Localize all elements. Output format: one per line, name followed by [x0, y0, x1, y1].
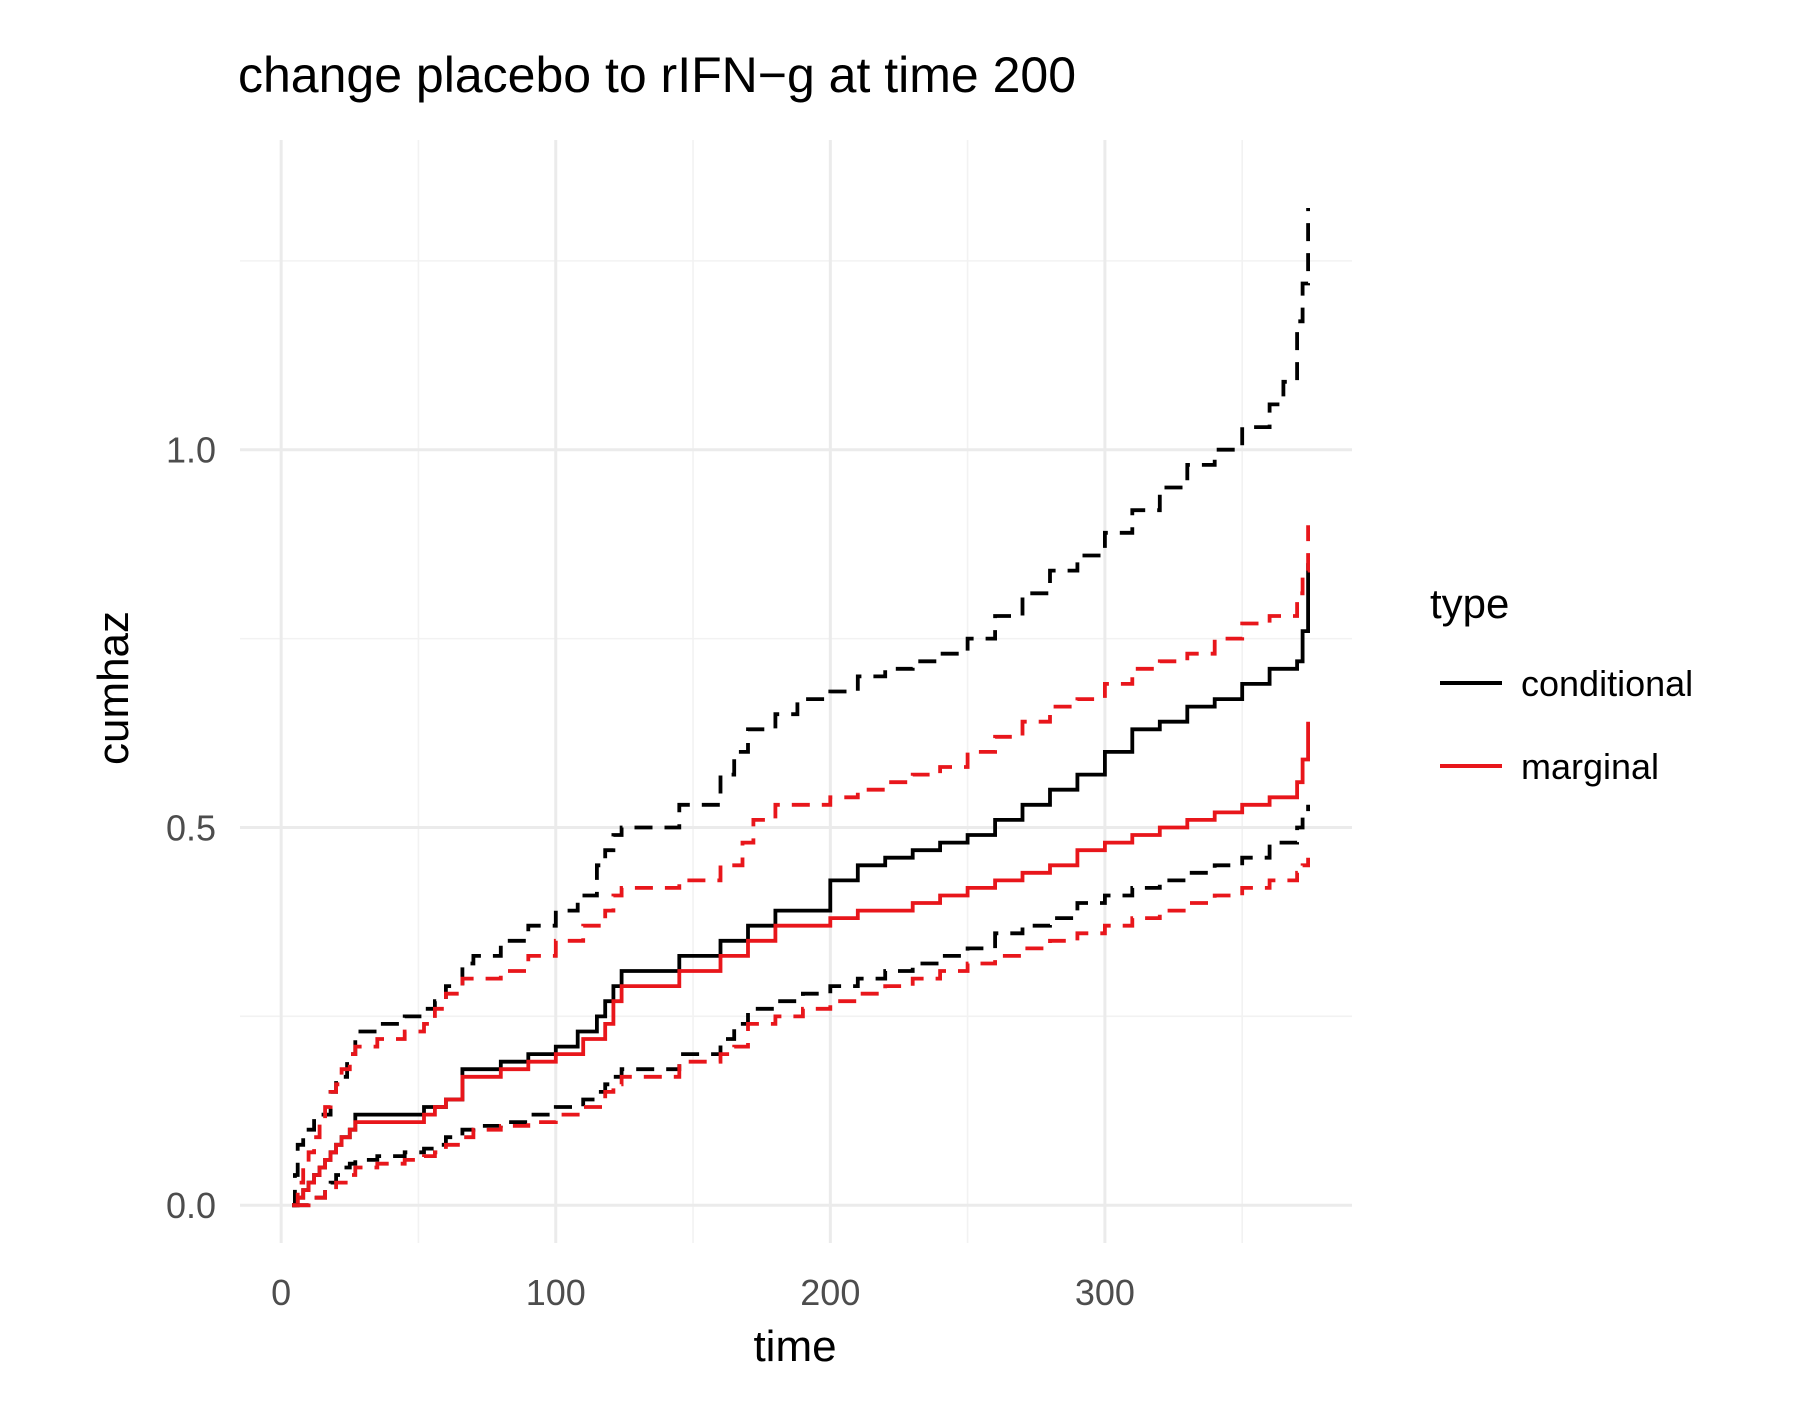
marginal-upper-line [292, 525, 1310, 1208]
marginal-estimate-line [292, 721, 1310, 1208]
y-tick-label: 0.0 [166, 1185, 216, 1226]
legend: type conditional marginal [1430, 580, 1693, 787]
legend-label-marginal: marginal [1521, 746, 1659, 787]
marginal-lower-line [292, 857, 1310, 1208]
conditional-upper-line [292, 208, 1310, 1208]
plot-area [292, 208, 1310, 1208]
x-tick-label: 0 [271, 1272, 291, 1313]
legend-label-conditional: conditional [1521, 663, 1693, 704]
x-tick-label: 200 [800, 1272, 860, 1313]
conditional-lower-line [292, 804, 1310, 1208]
axis-ticks: 0 100 200 300 0.0 0.5 1.0 [166, 430, 1135, 1313]
y-tick-label: 1.0 [166, 430, 216, 471]
x-tick-label: 100 [526, 1272, 586, 1313]
chart-title: change placebo to rIFN−g at time 200 [238, 47, 1076, 103]
x-axis-title: time [753, 1322, 836, 1371]
y-axis-title: cumhaz [89, 611, 138, 765]
y-tick-label: 0.5 [166, 807, 216, 848]
legend-title: type [1430, 580, 1509, 627]
x-tick-label: 300 [1075, 1272, 1135, 1313]
